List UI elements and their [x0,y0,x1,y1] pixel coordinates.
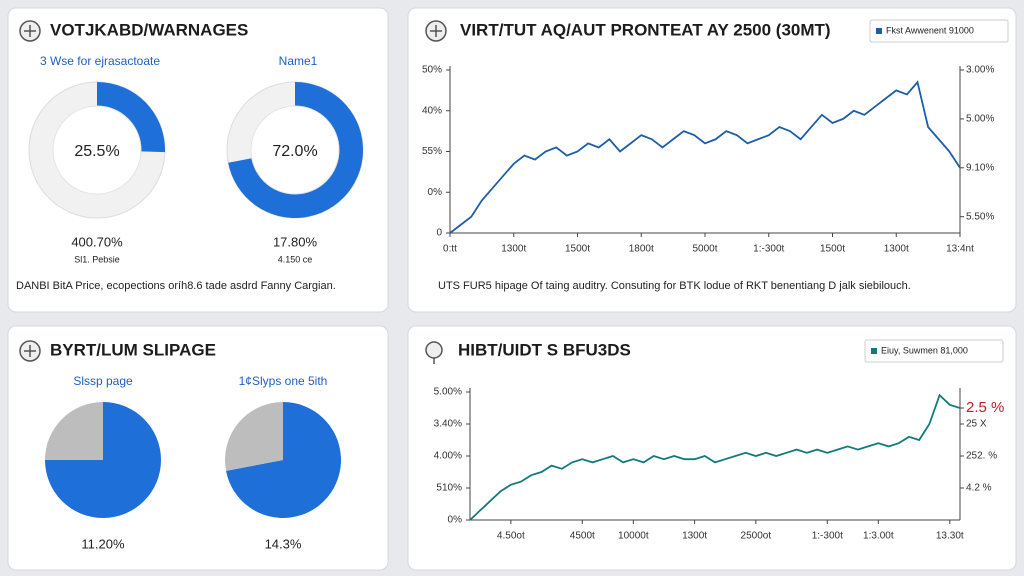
donut-label: 25.5% [74,143,119,160]
donut-hole [250,105,340,195]
panel [407,7,1017,313]
donut-label: 72.0% [272,143,317,160]
pie-slice [224,402,283,471]
pie-slice [45,402,103,460]
line-series [449,80,961,234]
x-tick-label: 4.50ot [497,531,525,542]
y-tick-label: 4.00% [434,451,462,462]
panel-title: BYRT/LUM SLIPAGE [50,340,216,359]
legend-label: Eiuy, Suwmen 81,000 [881,345,968,355]
y2-tick-label: 252. % [966,451,997,462]
y2-tick-label: 3.00% [966,65,994,76]
line-series [469,393,961,521]
y-tick-label: 0% [448,515,463,526]
panel-title: VOTJKABD/WARNAGES [50,20,248,39]
y-tick-label: 3.40% [434,419,462,430]
donut-footnote: 17.80% [273,234,318,249]
legend-box [864,339,1004,363]
panel [407,325,1017,571]
x-tick-label: 1300t [682,531,707,542]
y2-tick-label: 9.10% [966,162,994,173]
x-tick-label: 1:3.00t [863,531,894,542]
panel-title: VIRT/TUT AQ/AUT PRONTEAT AY 2500 (30MT) [460,20,831,39]
pie-footnote: 11.20% [81,536,125,551]
legend-swatch [871,348,877,354]
y2-tick-label: 25 X [966,419,987,430]
donut-sublabel: Sl1. Pebsie [74,254,120,264]
donut-subtitle: Name1 [279,54,318,68]
y-tick-label: 5.00% [434,387,462,398]
y-tick-label: 55% [422,146,442,157]
y-tick-label: 0 [436,228,442,239]
pie-subtitle: Slssp page [73,374,133,388]
pie-subtitle: 1¢Slyps one 5ith [239,374,328,388]
pie-footnote: 14.3% [265,536,302,551]
x-tick-label: 1800t [629,244,654,255]
y-tick-label: 510% [436,483,462,494]
x-tick-label: 13.30t [936,531,964,542]
y2-tick-label: 4.2 % [966,483,992,494]
y2-tick-label: 5.00% [966,114,994,125]
donut-footnote: 400.70% [71,234,123,249]
y2-tick-label: 2.5 % [966,399,1004,416]
x-tick-label: 0:tt [443,244,457,255]
donut-hole [52,105,142,195]
y-tick-label: 0% [428,187,443,198]
legend-box [869,19,1009,43]
x-tick-label: 13:4nt [946,244,974,255]
x-tick-label: 1300t [884,244,909,255]
x-tick-label: 1500t [565,244,590,255]
x-tick-label: 1:-300t [753,244,784,255]
pie-slice [226,402,341,518]
panel-icon [19,20,447,364]
legend-swatch [876,28,882,34]
panel-title: HIBT/UIDT S BFU3DS [458,340,631,359]
caption: DANBI BitA Price, ecopections oríh8.6 ta… [16,280,336,292]
x-tick-label: 10000t [618,531,649,542]
x-tick-label: 5000t [692,244,717,255]
legend-label: Fkst Awwenent 91000 [886,25,974,35]
y-tick-label: 50% [422,65,442,76]
x-tick-label: 2500ot [741,531,772,542]
y-tick-label: 40% [422,105,442,116]
y2-tick-label: 5.50% [966,211,994,222]
x-tick-label: 1300t [501,244,526,255]
x-tick-label: 1500t [820,244,845,255]
donut-arc [228,82,364,218]
caption: UTS FUR5 hipage Of taing auditry. Consut… [438,280,911,292]
x-tick-label: 1:-300t [812,531,843,542]
x-tick-label: 4500t [570,531,595,542]
donut-arc [97,82,165,153]
donut-sublabel: 4.150 ce [278,254,313,264]
donut-subtitle: 3 Wse for ejrasactoate [40,54,160,68]
